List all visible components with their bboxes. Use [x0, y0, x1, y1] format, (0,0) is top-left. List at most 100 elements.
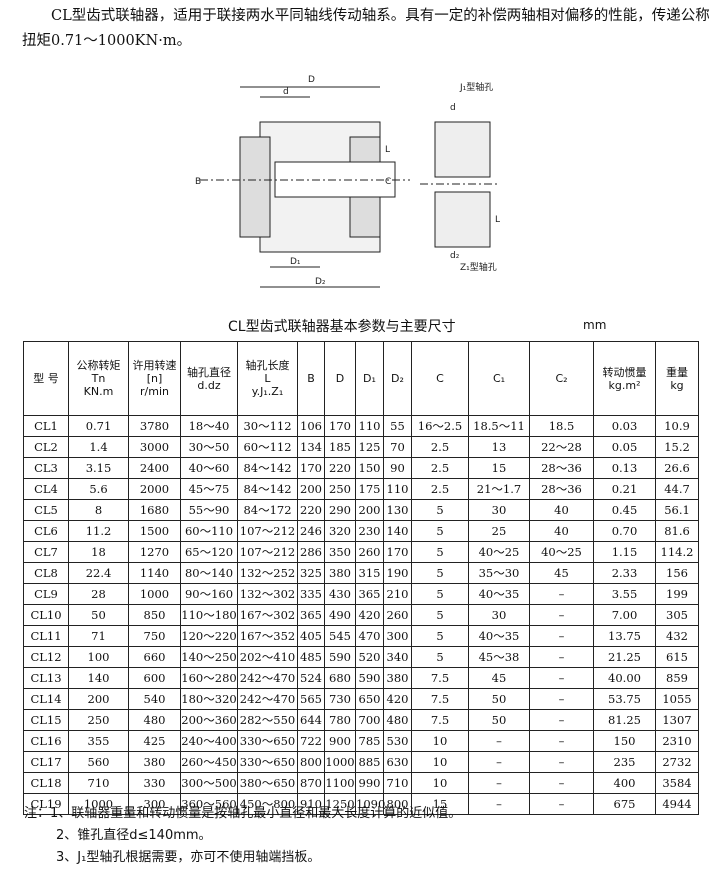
- table-cell: 114.2: [655, 541, 699, 563]
- table-cell: 470: [355, 625, 384, 647]
- table-cell: 4944: [655, 793, 699, 815]
- table-cell: 70: [383, 436, 412, 458]
- header-line: KN.m: [83, 385, 114, 398]
- table-cell: 200: [355, 499, 384, 521]
- table-cell: 335: [297, 583, 325, 605]
- table-cell: 1307: [655, 709, 699, 731]
- table-cell: 132～252: [237, 562, 298, 584]
- table-row: CL5 8 1680 55～90 84～172 220 290 200 130 5 30 40 0.45…: [23, 499, 699, 521]
- header-line: C: [436, 372, 444, 385]
- table-cell: 40～60: [180, 457, 238, 479]
- table-cell: 405: [297, 625, 325, 647]
- table-cell: 3.55: [593, 583, 656, 605]
- table-cell: CL10: [23, 604, 69, 626]
- table-cell: 870: [297, 772, 325, 794]
- table-cell: CL3: [23, 457, 69, 479]
- drawing-label: L: [495, 215, 500, 225]
- table-cell: 250: [68, 709, 129, 731]
- table-cell: 300～500: [180, 772, 238, 794]
- header-cell: D₂: [383, 341, 412, 416]
- table-cell: 5: [411, 625, 469, 647]
- table-cell: 90: [383, 457, 412, 479]
- header-line: C₁: [492, 372, 506, 385]
- table-cell: 380: [383, 667, 412, 689]
- note: 2、锥孔直径d≤140mm。: [56, 828, 212, 843]
- header-cell: D: [324, 341, 356, 416]
- table-cell: 0.21: [593, 478, 656, 500]
- table-cell: 210: [383, 583, 412, 605]
- header-line: D₁: [363, 372, 376, 385]
- table-cell: 910: [297, 793, 325, 815]
- table-cell: 286: [297, 541, 325, 563]
- table-cell: 380: [324, 562, 356, 584]
- table-cell: 430: [324, 583, 356, 605]
- table-cell: 7.00: [593, 604, 656, 626]
- table-cell: 220: [324, 457, 356, 479]
- table-cell: 250: [324, 478, 356, 500]
- table-cell: 2.5: [411, 478, 469, 500]
- table-cell: CL11: [23, 625, 69, 647]
- table-cell: 355: [68, 730, 129, 752]
- table-row: CL16 355 425 240～400 330～650 722 900 785 530 10– –…: [23, 730, 699, 752]
- table-cell: 18.5～11: [468, 415, 530, 437]
- table-cell: 81.25: [593, 709, 656, 731]
- table-cell: 200～360: [180, 709, 238, 731]
- table-cell: 1680: [128, 499, 181, 521]
- table-cell: 680: [324, 667, 356, 689]
- header-line: L: [264, 372, 271, 385]
- table-cell: 140～250: [180, 646, 238, 668]
- table-cell: 150: [593, 730, 656, 752]
- header-cell: 型 号: [23, 341, 69, 416]
- table-row: CL13 140 600 160～280 242～470 524 680 590 380 7.5 4…: [23, 667, 699, 689]
- header-line: 轴孔长度: [245, 359, 290, 372]
- table-cell: 260: [383, 604, 412, 626]
- table-cell: 18.5: [529, 415, 594, 437]
- table-cell: –: [529, 730, 594, 752]
- table-cell: –: [468, 793, 530, 815]
- table-cell: 40: [529, 499, 594, 521]
- table-cell: 11.2: [68, 520, 129, 542]
- table-cell: 15.2: [655, 436, 699, 458]
- table-cell: 35～30: [468, 562, 530, 584]
- table-cell: 590: [324, 646, 356, 668]
- table-cell: 3.15: [68, 457, 129, 479]
- table-cell: 859: [655, 667, 699, 689]
- table-cell: 167～352: [237, 625, 298, 647]
- table-cell: 530: [383, 730, 412, 752]
- table-cell: 710: [68, 772, 129, 794]
- table-cell: 1500: [128, 520, 181, 542]
- table-cell: 290: [324, 499, 356, 521]
- table-cell: 644: [297, 709, 325, 731]
- header-line: 公称转矩: [76, 359, 121, 372]
- table-cell: 71: [68, 625, 129, 647]
- table-cell: 84～172: [237, 499, 298, 521]
- table-cell: 0.71: [68, 415, 129, 437]
- table-cell: 330～650: [237, 730, 298, 752]
- table-cell: 167～302: [237, 604, 298, 626]
- table-cell: 700: [355, 709, 384, 731]
- header-line: [n]: [146, 372, 163, 385]
- table-cell: 30～50: [180, 436, 238, 458]
- table-cell: 45: [468, 667, 530, 689]
- table-cell: 675: [593, 793, 656, 815]
- table-cell: 7.5: [411, 688, 469, 710]
- table-cell: 1055: [655, 688, 699, 710]
- table-cell: 1.15: [593, 541, 656, 563]
- table-cell: 1090: [355, 793, 385, 815]
- table-cell: 107～212: [237, 520, 298, 542]
- table-cell: CL15: [23, 709, 69, 731]
- table-cell: –: [529, 625, 594, 647]
- table-cell: 40～35: [468, 625, 530, 647]
- table-cell: 780: [324, 709, 356, 731]
- table-cell: 21.25: [593, 646, 656, 668]
- table-cell: CL14: [23, 688, 69, 710]
- table-cell: 107～212: [237, 541, 298, 563]
- table-cell: 480: [383, 709, 412, 731]
- table-cell: 50: [68, 604, 129, 626]
- header-line: d.dz: [197, 378, 221, 392]
- table-cell: 202～410: [237, 646, 298, 668]
